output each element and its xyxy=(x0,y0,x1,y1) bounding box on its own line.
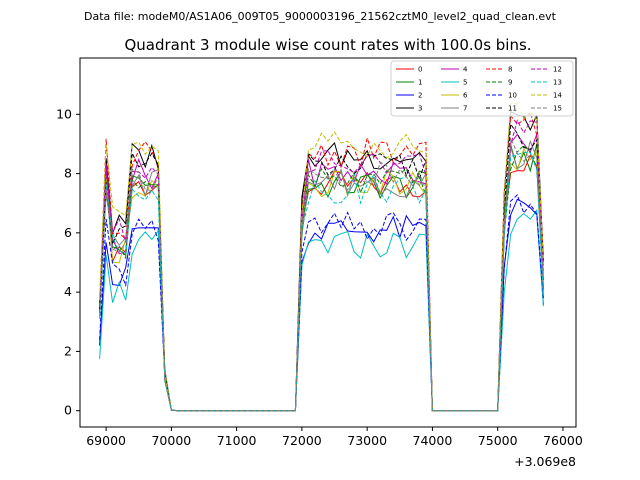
legend-label-7: 7 xyxy=(463,105,467,113)
y-tick-label: 10 xyxy=(56,106,72,121)
legend-label-12: 12 xyxy=(553,66,562,74)
legend-label-15: 15 xyxy=(553,105,562,113)
legend-label-4: 4 xyxy=(463,66,468,74)
legend-box xyxy=(390,60,574,117)
x-tick-label: 70000 xyxy=(151,433,191,448)
x-tick-label: 73000 xyxy=(347,433,387,448)
legend-label-3: 3 xyxy=(418,105,422,113)
series-line-9 xyxy=(99,144,544,412)
x-tick-label: 76000 xyxy=(543,433,583,448)
series-line-15 xyxy=(99,137,544,412)
series-line-14 xyxy=(99,102,544,412)
y-tick-label: 2 xyxy=(64,343,72,358)
suptitle: Data file: modeM0/AS1A06_009T05_90000031… xyxy=(84,10,557,23)
x-tick-label: 71000 xyxy=(217,433,257,448)
legend-label-9: 9 xyxy=(508,79,512,87)
axes: 69000 70000 71000 72000 73000 74000 75000 76000… xyxy=(56,106,583,448)
series-line-4 xyxy=(99,133,544,412)
legend-label-6: 6 xyxy=(463,92,468,100)
series-line-11 xyxy=(99,122,544,412)
legend-label-5: 5 xyxy=(463,79,467,87)
series-line-7 xyxy=(99,139,544,412)
x-tick-label: 75000 xyxy=(478,433,518,448)
y-tick-label: 0 xyxy=(64,403,72,418)
legend-label-0: 0 xyxy=(418,66,422,74)
y-tick-label: 4 xyxy=(64,284,72,299)
legend-label-14: 14 xyxy=(553,92,562,100)
y-tick-label: 8 xyxy=(64,166,72,181)
series-layer xyxy=(99,102,544,412)
x-tick-label: 69000 xyxy=(86,433,126,448)
chart-title: Quadrant 3 module wise count rates with … xyxy=(124,36,531,54)
y-tick-label: 6 xyxy=(64,225,72,240)
x-tick-label: 72000 xyxy=(282,433,322,448)
series-line-8 xyxy=(99,111,544,412)
series-line-3 xyxy=(99,110,544,412)
series-line-0 xyxy=(99,154,544,412)
series-line-1 xyxy=(99,143,544,412)
x-offset-label: +3.069e8 xyxy=(514,454,576,469)
series-line-6 xyxy=(99,147,544,412)
legend-label-11: 11 xyxy=(508,105,517,113)
legend-label-8: 8 xyxy=(508,66,512,74)
x-tick-label: 74000 xyxy=(413,433,453,448)
series-line-13 xyxy=(99,151,544,412)
legend-label-10: 10 xyxy=(508,92,517,100)
legend-label-13: 13 xyxy=(553,79,562,87)
legend-label-1: 1 xyxy=(418,79,422,87)
legend-label-2: 2 xyxy=(418,92,422,100)
plot-frame xyxy=(79,57,577,428)
